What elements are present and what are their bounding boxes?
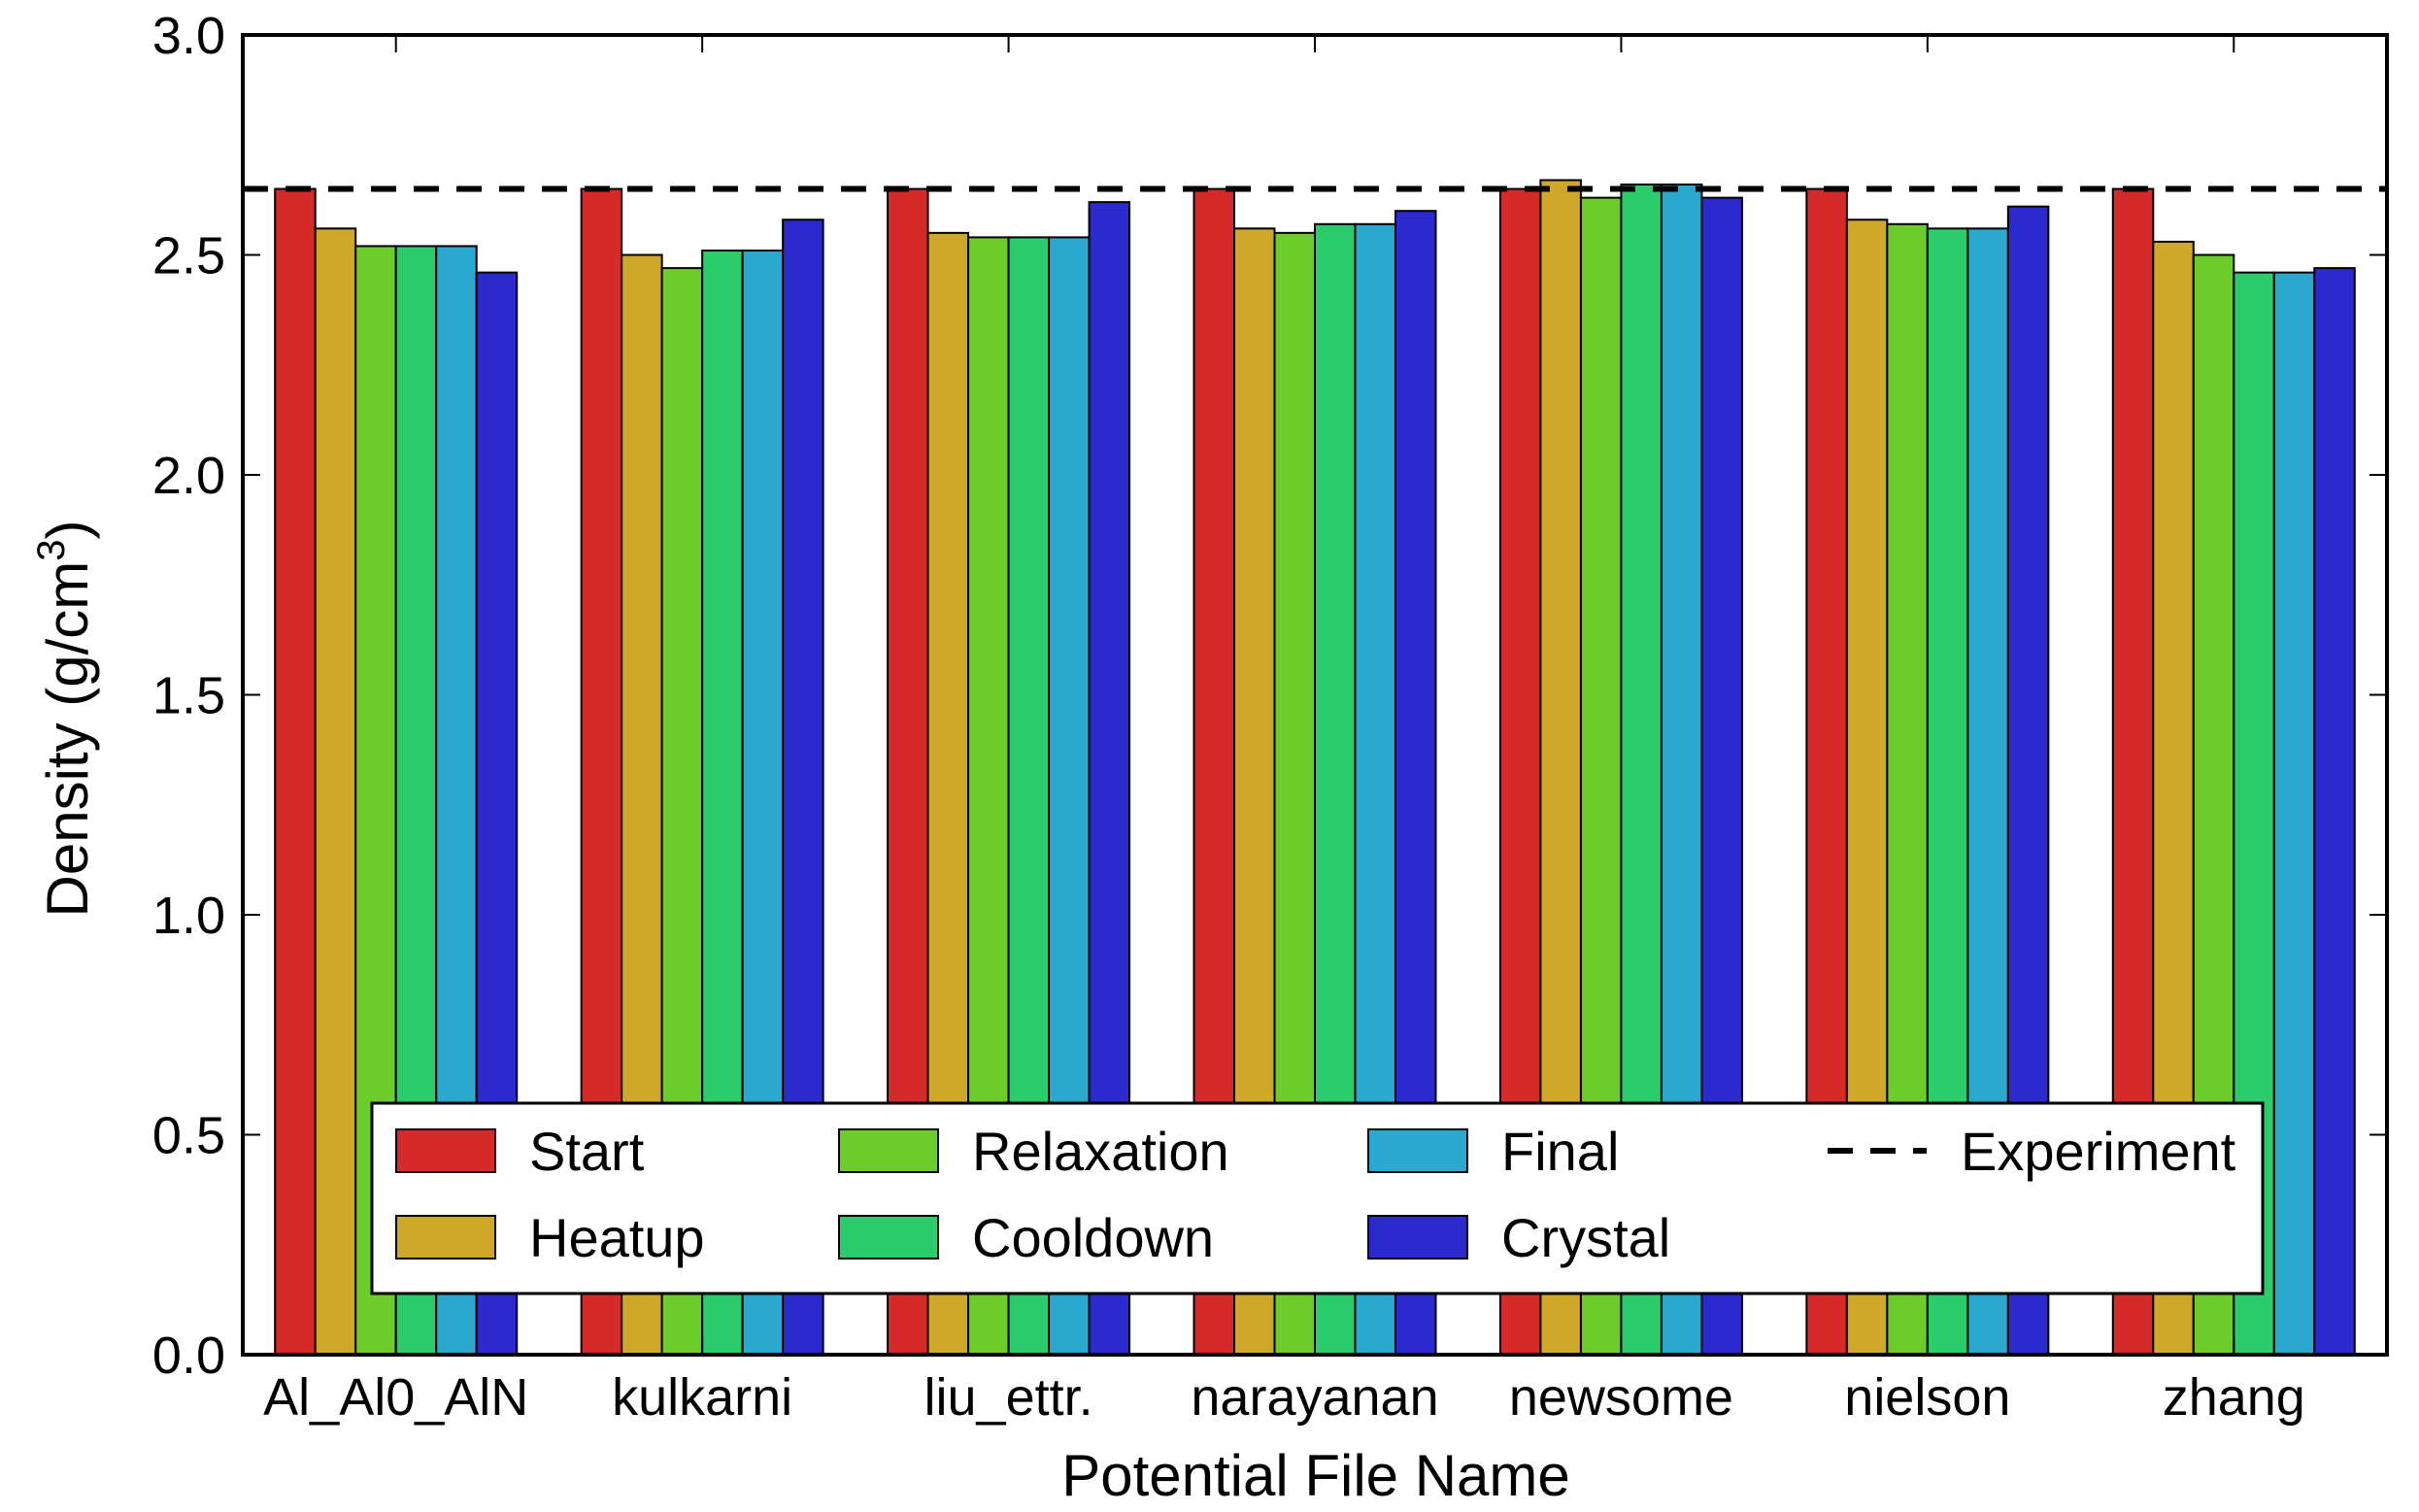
legend-label-final: Final — [1501, 1121, 1619, 1182]
y-tick-label: 0.5 — [152, 1107, 225, 1165]
legend-label-cooldown: Cooldown — [972, 1207, 1214, 1268]
legend-box — [370, 1101, 2265, 1295]
y-tick-label: 2.0 — [152, 447, 225, 505]
y-tick-label: 0.0 — [152, 1327, 225, 1385]
bar-heatup-0 — [314, 227, 357, 1357]
legend-swatch-relaxation — [838, 1128, 939, 1173]
x-tick-label: liu_ettr. — [924, 1368, 1093, 1427]
legend-label-heatup: Heatup — [529, 1207, 705, 1268]
x-tick-label: newsome — [1509, 1368, 1733, 1427]
x-tick-label: kulkarni — [612, 1368, 792, 1427]
axes: Al_Al0_AlN kulkarni liu_ettr. narayanan news… — [152, 7, 2389, 1427]
legend-label-crystal: Crystal — [1501, 1207, 1670, 1268]
bar-start-0 — [274, 187, 317, 1356]
legend-swatch-heatup — [395, 1215, 496, 1260]
legend-swatch-cooldown — [838, 1215, 939, 1260]
legend-label-start: Start — [529, 1121, 645, 1182]
x-tick-label: narayanan — [1191, 1368, 1438, 1427]
y-tick-label: 1.0 — [152, 887, 225, 945]
y-axis-label: Density (g/cm3) — [30, 521, 100, 918]
x-tick-label: Al_Al0_AlN — [263, 1368, 528, 1427]
y-axis-label-close: ) — [35, 521, 100, 540]
legend-label-experiment: Experiment — [1961, 1121, 2236, 1182]
legend-label-relaxation: Relaxation — [972, 1121, 1229, 1182]
bar-final-6 — [2272, 271, 2316, 1356]
legend: Start Heatup Relaxation Cooldown Final Crysta… — [370, 1101, 2265, 1295]
legend-swatch-crystal — [1367, 1215, 1468, 1260]
legend-swatch-start — [395, 1128, 496, 1173]
y-tick-label: 1.5 — [152, 667, 225, 725]
bar-crystal-6 — [2313, 267, 2356, 1357]
x-axis-label: Potential File Name — [1061, 1443, 1570, 1508]
y-axis-label-main: Density (g/cm — [35, 561, 100, 918]
x-tick-label: zhang — [2163, 1368, 2305, 1427]
x-tick-label: nielson — [1844, 1368, 2010, 1427]
legend-swatch-final — [1367, 1128, 1468, 1173]
y-tick-label: 3.0 — [152, 7, 225, 65]
y-axis-label-superscript: 3 — [30, 539, 73, 560]
plot-frame — [241, 33, 2389, 1357]
y-tick-label: 2.5 — [152, 227, 225, 286]
